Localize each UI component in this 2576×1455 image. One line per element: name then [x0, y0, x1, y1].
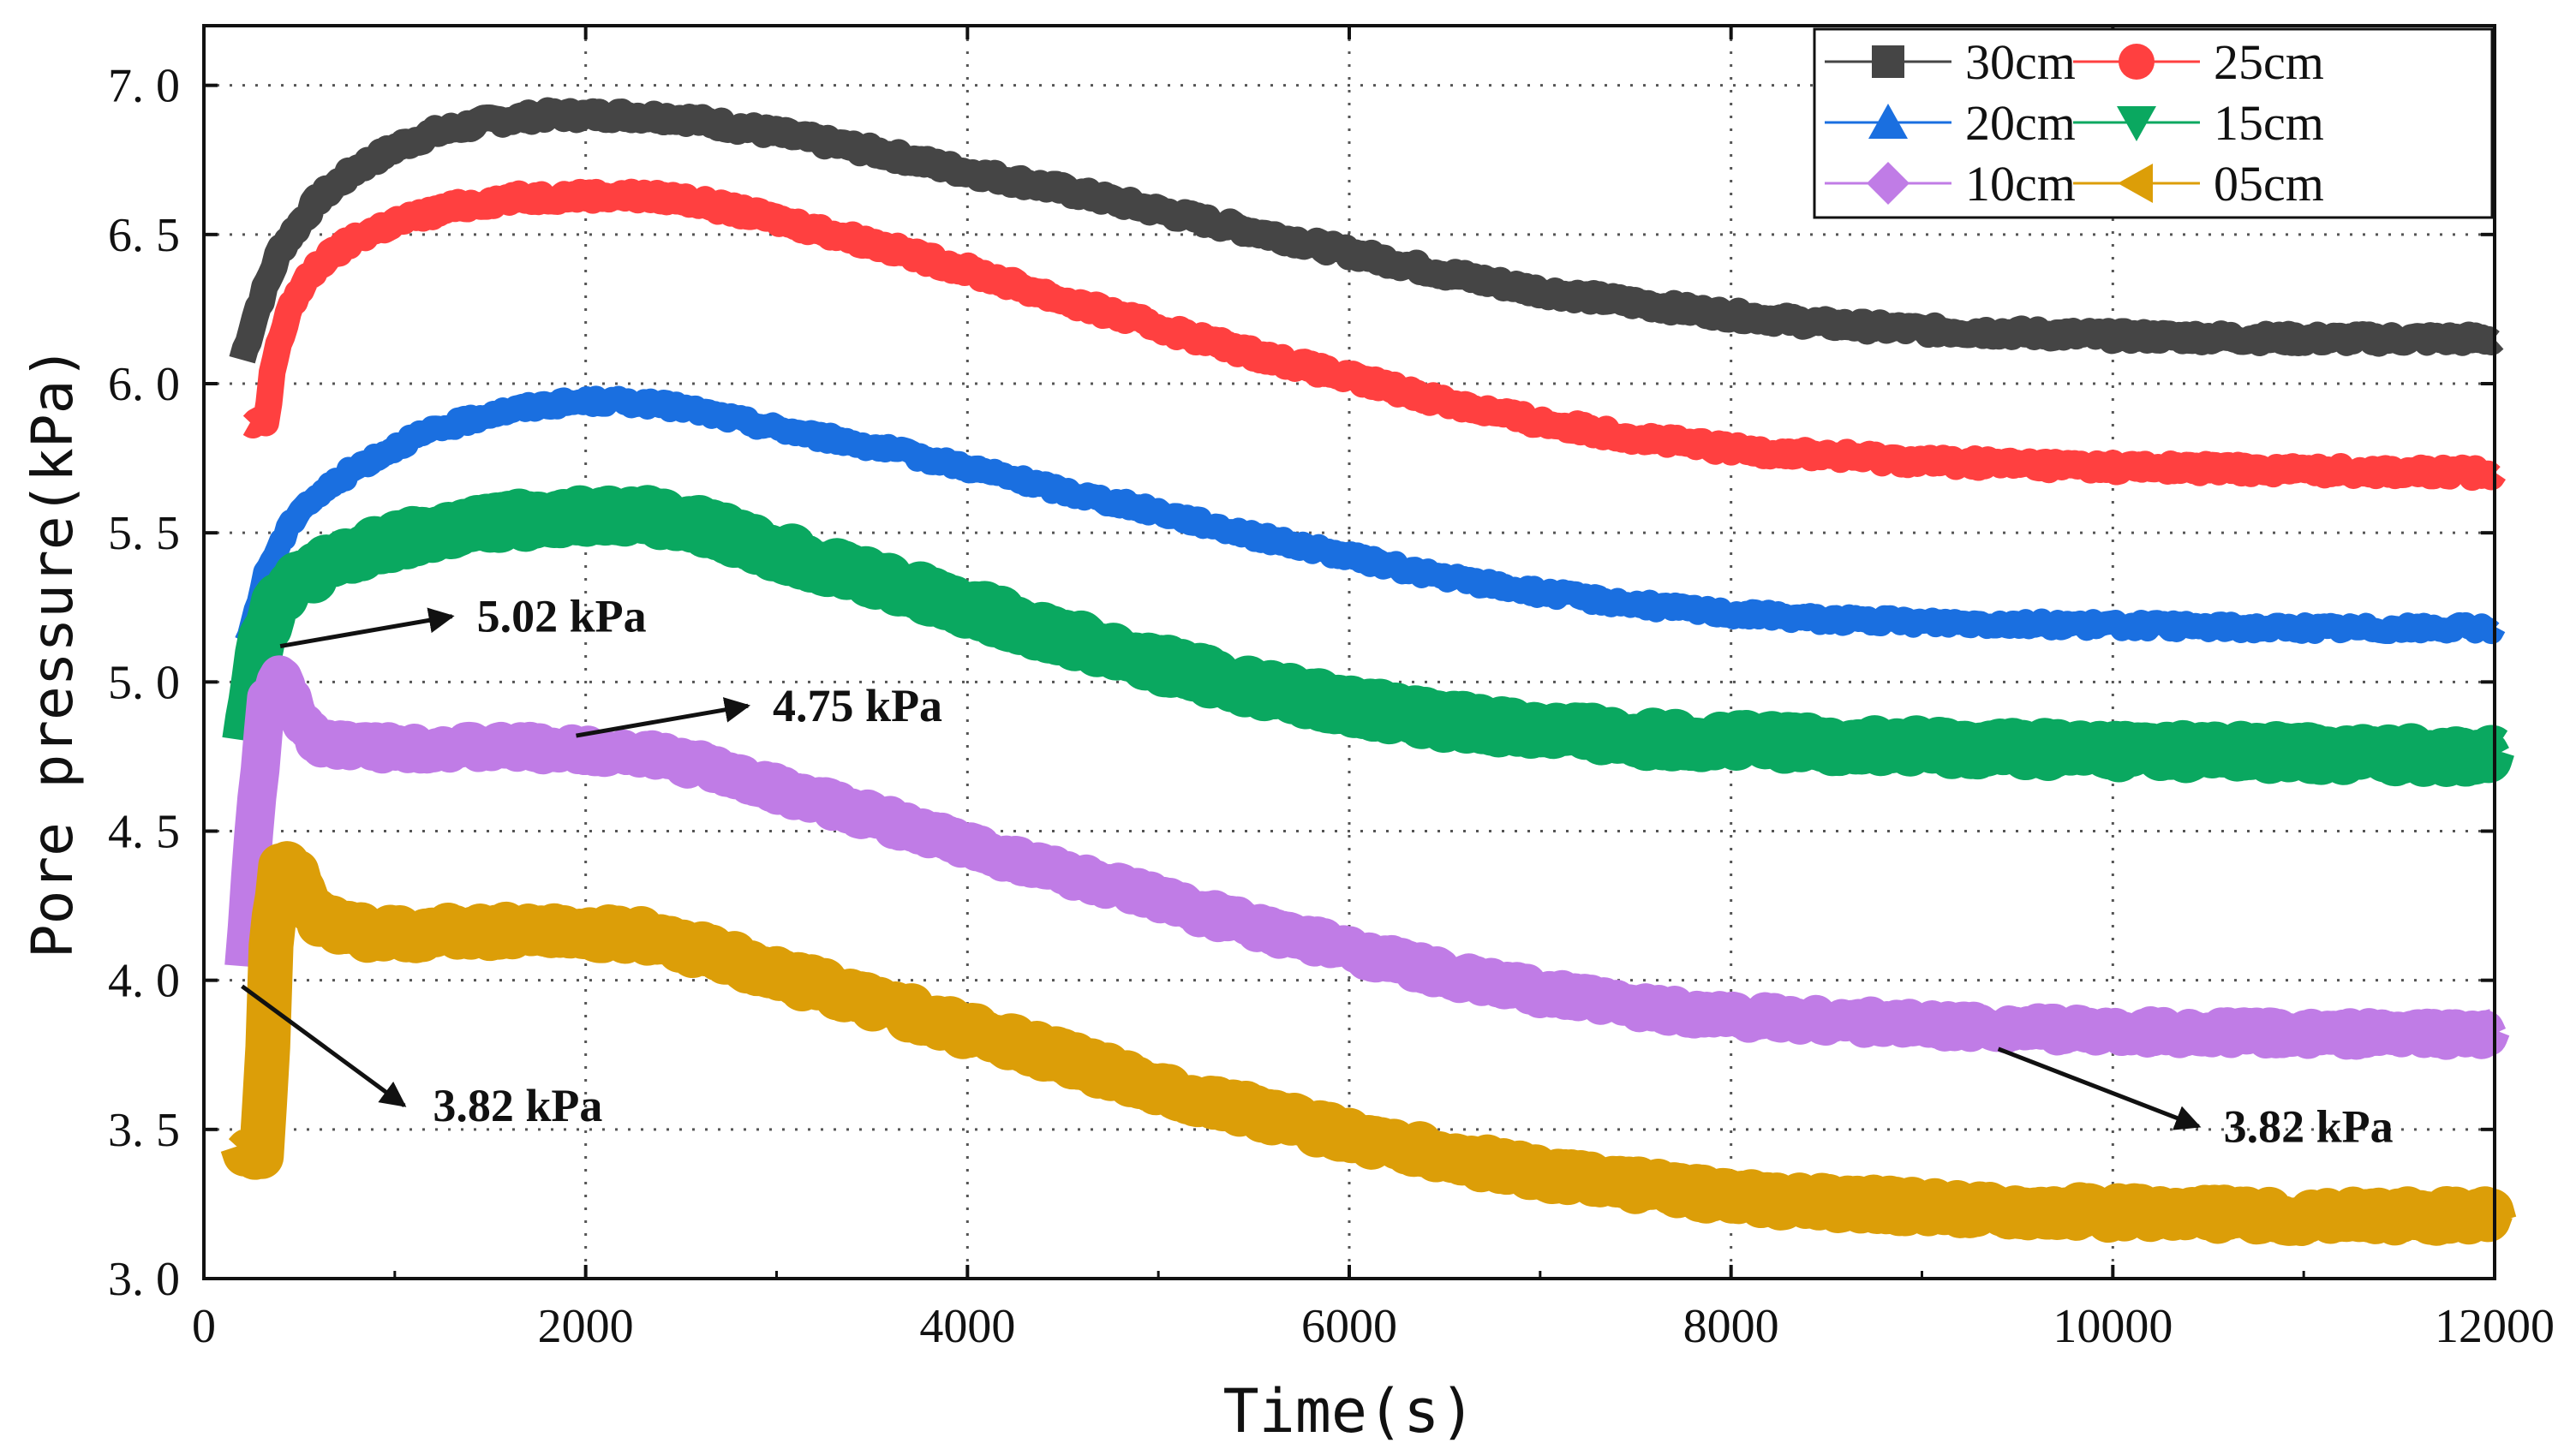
legend-label-05cm: 05cm	[2214, 156, 2324, 212]
y-tick-label: 7. 0	[108, 60, 180, 113]
series-line-25cm	[239, 178, 2506, 492]
legend-marker-circle	[2119, 44, 2155, 80]
series-line-20cm	[235, 385, 2506, 647]
annotation-arrow	[576, 697, 751, 738]
x-tick-label: 0	[192, 1300, 216, 1353]
x-tick-label: 8000	[1683, 1300, 1779, 1353]
y-tick-label: 3. 0	[108, 1253, 180, 1306]
annotation-label: 5.02 kPa	[477, 591, 647, 642]
annotation-arrow	[241, 984, 407, 1107]
y-tick-label: 3. 5	[108, 1104, 180, 1157]
legend-marker-triangle-left	[2118, 164, 2153, 203]
legend-label-10cm: 10cm	[1965, 156, 2076, 212]
y-tick-label: 6. 0	[108, 358, 180, 411]
series-line-15cm	[222, 485, 2516, 787]
annotation-arrow	[1997, 1047, 2202, 1130]
series-line-30cm	[229, 97, 2505, 364]
annotations: 5.02 kPa 4.75 kPa 3.82 kPa 3.82 kPa	[241, 591, 2394, 1152]
y-tick-label: 5. 5	[108, 507, 180, 560]
x-tick-label: 12000	[2435, 1300, 2555, 1353]
y-tick-label: 4. 5	[108, 806, 180, 859]
legend-marker-diamond	[1867, 162, 1910, 205]
y-tick-label: 4. 0	[108, 955, 180, 1008]
x-tick-label: 4000	[919, 1300, 1015, 1353]
ticks: 0 2000 4000 6000 8000 10000 12000 3. 0 3. 5 4. 0 4…	[108, 26, 2555, 1353]
legend-marker-square	[1872, 45, 1904, 78]
y-tick-label: 6. 5	[108, 209, 180, 262]
legend-label-15cm: 15cm	[2214, 95, 2324, 151]
x-axis-label: Time(s)	[1222, 1376, 1475, 1446]
y-axis-label: Pore pressure(kPa)	[20, 346, 86, 958]
y-tick-label: 5. 0	[108, 656, 180, 709]
annotation-label: 3.82 kPa	[2224, 1100, 2394, 1152]
annotation-label: 4.75 kPa	[773, 680, 942, 731]
x-tick-label: 6000	[1301, 1300, 1397, 1353]
legend-marker-triangle-down	[2117, 106, 2156, 141]
legend: 30cm 25cm 20cm 15cm 10cm 05cm	[1813, 27, 2494, 219]
annotation-label: 3.82 kPa	[433, 1080, 602, 1131]
legend-label-30cm: 30cm	[1965, 34, 2076, 90]
legend-marker-triangle-up	[1868, 104, 1908, 139]
series-line-05cm	[220, 841, 2517, 1246]
x-tick-label: 10000	[2053, 1300, 2173, 1353]
annotation-arrow	[279, 607, 455, 648]
series-line-10cm	[224, 655, 2511, 1060]
x-tick-label: 2000	[538, 1300, 634, 1353]
legend-label-25cm: 25cm	[2214, 34, 2324, 90]
series-layer	[220, 97, 2517, 1246]
legend-label-20cm: 20cm	[1965, 95, 2076, 151]
